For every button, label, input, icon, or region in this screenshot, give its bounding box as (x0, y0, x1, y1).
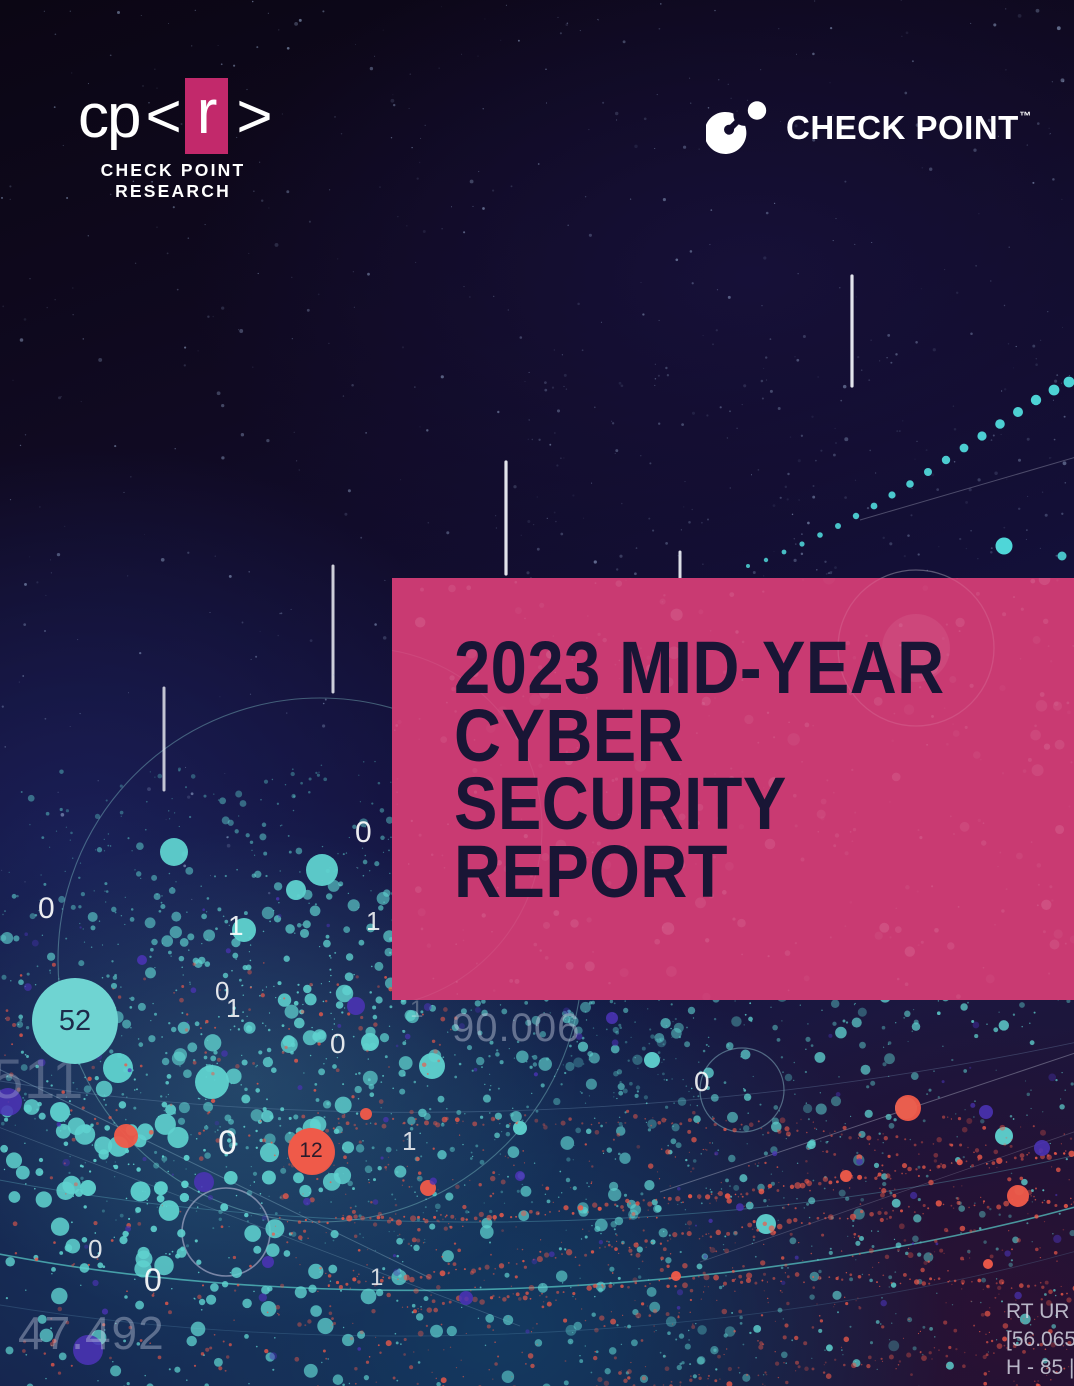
binary-digit: 1 (410, 996, 424, 1023)
binary-digit: 0 (144, 1262, 162, 1298)
title-block-texture (392, 578, 1074, 1000)
decor-number-90006: 90.006 (452, 1006, 581, 1050)
decor-number-47492: 47.492 (18, 1307, 165, 1359)
decor-bubble-12: 12 (288, 1128, 334, 1174)
cpr-wordmark: cp < r > (78, 78, 273, 154)
binary-digit: 1 (226, 993, 241, 1023)
cpr-bracket-close: > (236, 82, 272, 151)
title-block: 2023 MID-YEAR CYBER SECURITY REPORT (392, 578, 1074, 1000)
binary-digit: 1 (228, 910, 244, 941)
binary-digit: 0 (694, 1066, 710, 1097)
decor-bubble-52: 52 (32, 978, 118, 1064)
binary-digit: 0 (218, 1124, 237, 1162)
trademark-symbol: ™ (1019, 109, 1032, 123)
check-point-wordmark-text: CHECK POINT (786, 109, 1019, 146)
check-point-logo: CHECK POINT ™ (706, 100, 1031, 156)
check-point-mark-icon (706, 101, 767, 154)
cpr-subtitle: CHECK POINT RESEARCH (100, 160, 246, 201)
binary-digit: 0 (355, 816, 372, 849)
binary-digit: 1 (366, 906, 381, 936)
page-title: 2023 MID-YEAR CYBER SECURITY REPORT (454, 626, 945, 914)
cpr-bracket-open: < (145, 82, 181, 151)
binary-digit: 0 (88, 1234, 103, 1264)
telemetry-readout: RT UR [56.065 H - 85 | (1006, 1300, 1074, 1379)
cpr-letters-cp: cp (78, 82, 142, 151)
binary-digit: 1 (370, 1264, 384, 1291)
cpr-letter-r-box: r (184, 78, 229, 154)
cpr-logo: cp < r > CHECK POINT RESEARCH (78, 78, 273, 202)
binary-digit: 0 (215, 976, 230, 1006)
check-point-wordmark: CHECK POINT ™ (786, 109, 1031, 147)
binary-digit: 0 (38, 892, 55, 925)
binary-digit: 1 (402, 1126, 417, 1156)
binary-digit: 0 (330, 1028, 346, 1059)
